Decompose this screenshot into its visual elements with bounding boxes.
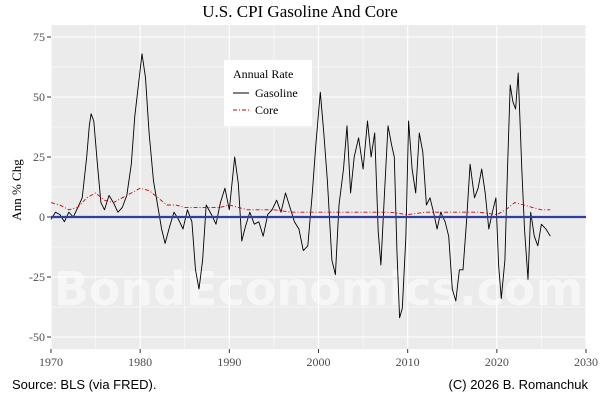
copyright-note: (C) 2026 B. Romanchuk bbox=[448, 377, 588, 392]
series-line-core bbox=[50, 187, 551, 216]
series-line-gasoline bbox=[50, 53, 551, 319]
y-tick-label: -50 bbox=[29, 330, 45, 344]
y-tick-label: 0 bbox=[39, 210, 45, 224]
x-tick-label: 2010 bbox=[396, 355, 420, 369]
x-tick-label: 2030 bbox=[574, 355, 598, 369]
y-tick-label: 75 bbox=[33, 30, 45, 44]
y-tick-label: 25 bbox=[33, 150, 45, 164]
x-tick-label: 2000 bbox=[307, 355, 331, 369]
series-lines bbox=[50, 53, 586, 319]
legend-title: Annual Rate bbox=[233, 67, 293, 81]
y-tick-label: 50 bbox=[33, 90, 45, 104]
x-tick-label: 1970 bbox=[39, 355, 63, 369]
legend-label-gasoline: Gasoline bbox=[255, 86, 298, 100]
source-note: Source: BLS (via FRED). bbox=[12, 377, 157, 392]
chart-title: U.S. CPI Gasoline And Core bbox=[202, 2, 398, 21]
legend: Annual Rate Gasoline Core bbox=[224, 60, 312, 126]
x-tick-label: 1980 bbox=[128, 355, 152, 369]
y-tick-label: -25 bbox=[29, 270, 45, 284]
axes: 75 50 25 0 -25 -50 1970 1980 1990 2000 2010 2020 203… bbox=[29, 30, 598, 369]
legend-label-core: Core bbox=[255, 103, 278, 117]
watermark: BondEconomics.com bbox=[54, 262, 584, 316]
x-tick-label: 2020 bbox=[485, 355, 509, 369]
x-tick-label: 1990 bbox=[217, 355, 241, 369]
watermark-text: BondEconomics.com bbox=[54, 262, 584, 316]
